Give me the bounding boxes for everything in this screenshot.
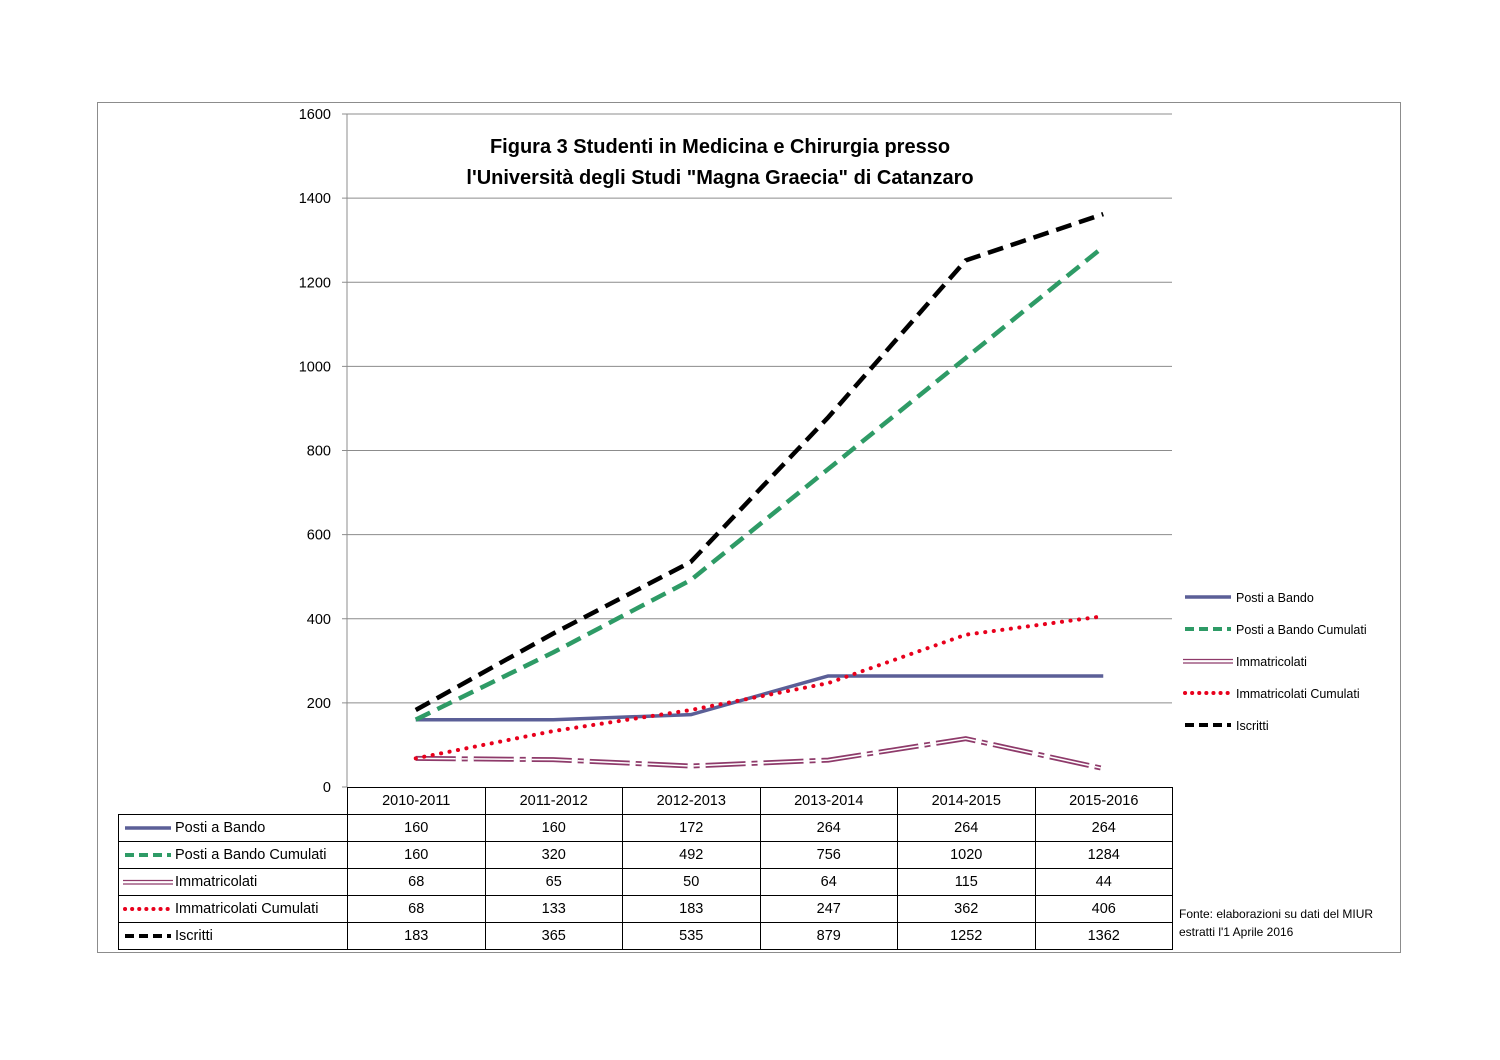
legend-swatch (125, 826, 171, 830)
data-label: 247 (759, 895, 898, 923)
data-label: 264 (897, 814, 1036, 842)
y-tick-label: 1600 (299, 107, 331, 123)
category-label: 2010-2011 (347, 787, 486, 815)
source-note-line-2: estratti l'1 Aprile 2016 (1179, 925, 1294, 939)
legend-label: Posti a Bando Cumulati (1236, 623, 1367, 637)
table-row-header: Posti a Bando Cumulati (118, 841, 348, 869)
y-tick-label: 400 (307, 612, 331, 628)
y-tick-label: 800 (307, 444, 331, 460)
legend-swatch (125, 853, 171, 858)
table-row-header: Immatricolati (118, 868, 348, 896)
data-label: 365 (484, 922, 623, 950)
series-line-posti-a-bando-cumulati (414, 245, 1105, 722)
table-row-label: Posti a Bando (175, 820, 266, 836)
series-line-immatricolati-cumulati (413, 614, 1106, 761)
data-label: 1020 (897, 841, 1036, 869)
series-lines (413, 211, 1106, 771)
table-row-header: Immatricolati Cumulati (118, 895, 348, 923)
y-tick-label: 200 (307, 696, 331, 712)
legend-label: Immatricolati (1236, 655, 1307, 669)
axes: 0 200 400 600 800 1000 1200 1400 1600 (299, 107, 348, 796)
table-row-label: Immatricolati Cumulati (175, 901, 319, 917)
y-tick-label: 600 (307, 528, 331, 544)
chart-title-line-1: Figura 3 Studenti in Medicina e Chirurgi… (489, 136, 951, 158)
category-label: 2014-2015 (897, 787, 1036, 815)
table-row-label: Immatricolati (175, 874, 258, 890)
source-note-line-1: Fonte: elaborazioni su dati del MIUR (1179, 907, 1374, 921)
gridlines (347, 113, 1172, 704)
legend-swatch (1185, 595, 1231, 599)
data-label: 756 (759, 841, 898, 869)
data-label: 264 (759, 814, 898, 842)
y-tick-label: 1400 (299, 191, 331, 207)
category-label: 2012-2013 (622, 787, 761, 815)
legend-swatch (1183, 658, 1233, 664)
table-row-label: Iscritti (175, 928, 213, 944)
category-label: 2013-2014 (759, 787, 898, 815)
data-label: 50 (622, 868, 761, 896)
table-row: Posti a Bando 160 160 172 264 264 264 (118, 814, 1173, 842)
data-label: 160 (484, 814, 623, 842)
legend-label: Immatricolati Cumulati (1236, 687, 1360, 701)
data-label: 133 (484, 895, 623, 923)
series-line-immatricolati-inner (415, 737, 1104, 770)
data-label: 64 (759, 868, 898, 896)
data-label: 535 (622, 922, 761, 950)
data-label: 1362 (1034, 922, 1173, 950)
data-label: 362 (897, 895, 1036, 923)
data-label: 1284 (1034, 841, 1173, 869)
data-table: 2010-2011 2011-2012 2012-2013 2013-2014 2014… (118, 787, 1173, 950)
legend-swatch (1185, 627, 1231, 631)
legend-swatch (1185, 723, 1231, 727)
data-label: 183 (622, 895, 761, 923)
series-line-immatricolati (415, 736, 1104, 771)
table-row: Iscritti 183 365 535 879 1252 1362 (118, 922, 1173, 950)
table-row: Immatricolati 68 65 50 64 115 44 (118, 868, 1173, 896)
data-label: 879 (759, 922, 898, 950)
legend-label: Iscritti (1236, 719, 1269, 733)
table-row: Posti a Bando Cumulati 160 320 492 756 1020 12… (118, 841, 1173, 869)
data-label: 1252 (897, 922, 1036, 950)
legend-swatch (123, 880, 173, 885)
data-label: 320 (484, 841, 623, 869)
legend-label: Posti a Bando (1236, 591, 1314, 605)
y-tick-label: 1000 (299, 359, 331, 375)
source-note: Fonte: elaborazioni su dati del MIUR est… (1179, 905, 1373, 941)
data-label: 160 (347, 814, 486, 842)
data-label: 44 (1034, 868, 1173, 896)
data-label: 68 (347, 895, 486, 923)
legend-swatch (123, 907, 173, 912)
data-label: 406 (1034, 895, 1173, 923)
series-line-posti-a-bando (415, 674, 1104, 722)
data-label: 492 (622, 841, 761, 869)
data-label: 65 (484, 868, 623, 896)
table-row-label: Posti a Bando Cumulati (175, 847, 327, 863)
table-row: Immatricolati Cumulati 68 133 183 247 362 406 (118, 895, 1173, 923)
legend-swatch (125, 934, 171, 939)
data-label: 115 (897, 868, 1036, 896)
table-corner (119, 788, 348, 815)
y-tick-label: 1200 (299, 275, 331, 291)
legend-swatch (1183, 691, 1233, 695)
category-label: 2011-2012 (484, 787, 623, 815)
series-line-iscritti (414, 211, 1104, 712)
table-row-header: Posti a Bando (118, 814, 348, 842)
data-label: 264 (1034, 814, 1173, 842)
y-tick-label: 0 (323, 780, 331, 796)
category-label: 2015-2016 (1034, 787, 1173, 815)
data-label: 68 (347, 868, 486, 896)
chart-frame (97, 102, 1401, 953)
data-label: 172 (622, 814, 761, 842)
table-row-header: Iscritti (118, 922, 348, 950)
data-label: 183 (347, 922, 486, 950)
data-label: 160 (347, 841, 486, 869)
chart-title-line-2: l'Università degli Studi "Magna Graecia"… (466, 167, 974, 189)
